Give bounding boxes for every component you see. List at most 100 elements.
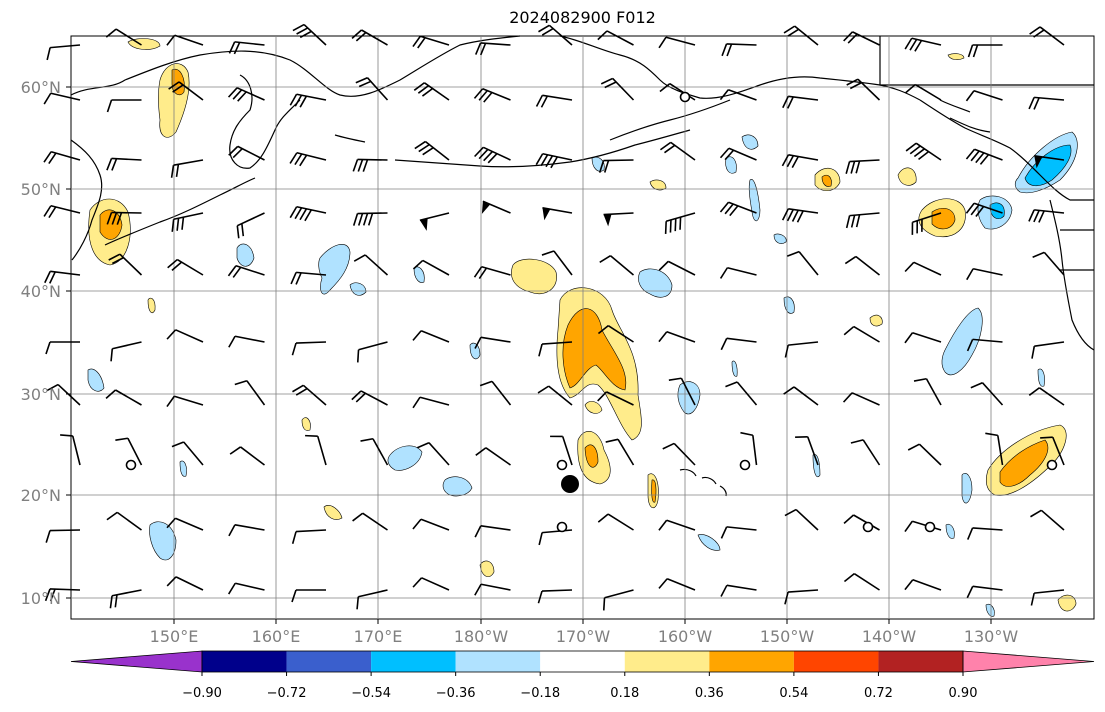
positive-anomaly-area (323, 505, 343, 520)
colorbar-segment (286, 651, 372, 672)
wind-barb (110, 341, 142, 362)
positive-anomaly-core (999, 439, 1049, 487)
colorbar-segment (455, 651, 541, 672)
wind-barb (658, 330, 696, 343)
positive-anomaly-area (897, 167, 917, 186)
lon-label: 140°W (862, 627, 917, 646)
wind-barb (783, 386, 819, 406)
colorbar-extend-min (70, 650, 203, 673)
wind-barb (1032, 251, 1065, 276)
wind-barb (725, 381, 758, 406)
colorbar-segment (709, 651, 794, 672)
wind-barb (352, 158, 388, 172)
positive-anomaly-area (649, 179, 667, 191)
wind-barb (966, 267, 1003, 281)
wind-barb (720, 526, 757, 539)
wind-barb (845, 212, 880, 229)
wind-barb (846, 78, 881, 101)
wind-barb (167, 258, 204, 276)
wind-barb (351, 29, 388, 46)
wind-barb (662, 442, 696, 466)
colorbar: −0.90 −0.72 −0.54 −0.36 −0.18 0.18 0.36 0.54 0.7… (70, 650, 1095, 701)
wind-barb (170, 159, 204, 178)
colorbar-segment (878, 651, 963, 672)
state-borders (1060, 229, 1094, 271)
positive-anomaly-area (147, 297, 156, 313)
negative-anomaly-area (773, 233, 787, 244)
wind-barb (475, 42, 511, 56)
positive-anomaly-area (869, 314, 883, 327)
lat-label: 60°N (21, 78, 61, 97)
wind-barb (1030, 589, 1065, 606)
wind-barb (538, 24, 573, 46)
kamchatka-peninsula (229, 74, 301, 169)
colorbar-tick-label: 0.90 (949, 686, 978, 701)
negative-anomaly-area (783, 296, 795, 314)
anomaly-fills (87, 38, 1078, 617)
wind-barb (967, 44, 1003, 58)
wind-barb (227, 582, 265, 595)
colorbar-tick-label: −0.72 (267, 686, 307, 701)
lon-label: 130°W (964, 627, 1019, 646)
wind-barb (473, 265, 511, 279)
wind-barb (166, 34, 204, 46)
wind-barb (413, 82, 450, 101)
wind-barb (475, 447, 511, 466)
wind-barb (360, 437, 389, 466)
lon-label: 160°E (252, 627, 301, 646)
wind-barb (412, 259, 450, 276)
storm-markers (125, 91, 1058, 533)
wind-barb (904, 261, 942, 276)
wind-barb (597, 391, 634, 406)
wind-barb (355, 76, 389, 101)
wind-barb (228, 145, 265, 161)
wind-barb (535, 152, 573, 169)
lon-label: 160°W (658, 627, 713, 646)
wind-barb (781, 208, 819, 223)
wind-barb (166, 517, 204, 531)
negative-anomaly-area (985, 603, 995, 617)
wind-barb (481, 200, 511, 214)
negative-anomaly-area (387, 445, 423, 471)
wind-barb (658, 578, 696, 591)
negative-anomaly-area (638, 268, 673, 298)
wind-barb (291, 341, 327, 356)
wind-barb (109, 589, 142, 609)
wind-barb (106, 99, 142, 113)
wind-barb (664, 212, 696, 234)
positive-anomaly-area (511, 258, 557, 294)
negative-anomaly-area (961, 472, 973, 504)
wind-barb (721, 43, 757, 57)
wind-barb (720, 584, 757, 597)
wind-barb (965, 202, 1003, 218)
wind-barb (412, 518, 450, 531)
wind-barb (46, 44, 81, 61)
positive-anomaly-area (1057, 594, 1077, 612)
wind-barb (597, 513, 634, 531)
canada-coastline (919, 99, 1094, 201)
colorbar-tick-label: 0.72 (864, 686, 893, 701)
positive-anomaly-area (584, 401, 603, 414)
map-title: 2024082900 F012 (509, 8, 656, 27)
colorbar-outline (201, 650, 964, 673)
wind-barb (842, 392, 880, 406)
wind-barb (719, 266, 757, 279)
colorbar-extend-max (962, 650, 1095, 673)
positive-anomaly-core (651, 479, 657, 503)
wind-barb (783, 25, 819, 46)
wind-barb (166, 395, 204, 407)
wind-barb (659, 82, 696, 101)
wind-barb (352, 512, 388, 531)
wind-barb (412, 577, 450, 591)
negative-anomaly-area (149, 521, 177, 561)
wind-barb (905, 83, 942, 101)
colorbar-tick-label: 0.36 (695, 686, 724, 701)
wind-barb (414, 140, 450, 161)
siberia-coastline (70, 35, 521, 97)
wind-barb (417, 441, 450, 466)
wind-barb (228, 335, 265, 348)
negative-anomaly-area (318, 244, 351, 295)
wind-barb (291, 529, 327, 544)
negative-anomaly-area (731, 360, 738, 377)
wind-barb (289, 93, 327, 108)
